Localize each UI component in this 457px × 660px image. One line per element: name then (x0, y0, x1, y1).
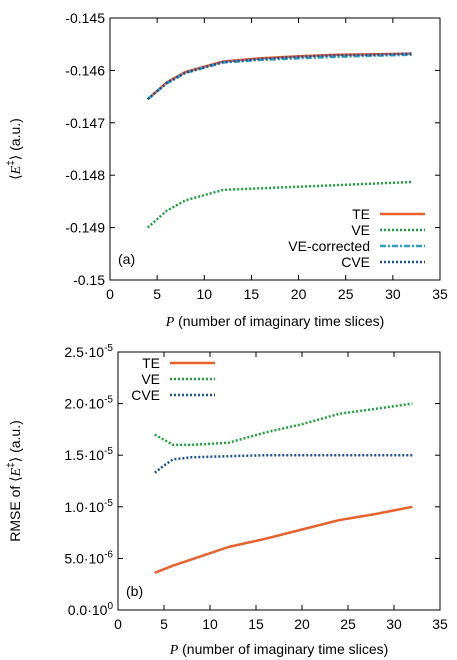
legend-label: VE (351, 222, 370, 238)
y-tick-label: 1.5·10-5 (64, 446, 113, 463)
legend-label: VE-corrected (288, 238, 370, 254)
series-line-cve (146, 52, 412, 101)
y-tick-label: 2.0·10-5 (64, 395, 113, 412)
y-axis-label: RMSE of ⟨E‡⟩ (a.u.) (6, 420, 24, 542)
y-axis-label: ⟨E‡⟩ (a.u.) (6, 118, 24, 180)
x-tick-label: 15 (244, 286, 260, 302)
panel-label: (a) (118, 251, 135, 267)
y-tick-label: 5.0·10-6 (64, 549, 113, 566)
x-tick-label: 15 (248, 616, 264, 632)
x-tick-label: 35 (432, 616, 448, 632)
y-tick-label: 0.0·100 (68, 601, 114, 618)
series-line-ve-corrected (146, 53, 412, 101)
legend-label: CVE (341, 254, 370, 270)
legend-label: TE (142, 355, 160, 371)
plot-frame (117, 351, 441, 611)
legend-label: TE (352, 206, 370, 222)
plot-frame (109, 17, 441, 281)
legend-label: VE (141, 371, 160, 387)
x-tick-label: 10 (196, 286, 212, 302)
y-tick-label: -0.147 (65, 115, 105, 131)
y-tick-label: -0.146 (65, 62, 105, 78)
x-tick-label: 20 (294, 616, 310, 632)
x-tick-label: 35 (432, 286, 448, 302)
y-tick-label: -0.148 (65, 167, 105, 183)
y-tick-label: -0.15 (73, 272, 105, 288)
x-tick-label: 25 (340, 616, 356, 632)
x-tick-label: 25 (338, 286, 354, 302)
chart-panel-a: 0 5 10 15 20 25 30 35 -0.15 -0.149 -0.148 -0.147 -0.… (6, 10, 448, 330)
y-tick-label: 2.5·10-5 (64, 343, 113, 360)
x-tick-label: 0 (114, 616, 122, 632)
x-tick-label: 20 (291, 286, 307, 302)
y-tick-label: -0.145 (65, 10, 105, 26)
y-tick-label: 1.0·10-5 (64, 498, 113, 515)
x-tick-label: 10 (202, 616, 218, 632)
series-line-te (154, 505, 413, 574)
y-tick-label: -0.149 (65, 220, 105, 236)
series-line-ve (146, 180, 412, 229)
x-tick-label: 30 (385, 286, 401, 302)
x-tick-label: 0 (106, 286, 114, 302)
legend-label: CVE (131, 387, 160, 403)
series-line-ve (154, 402, 413, 447)
chart-panel-b: 0 5 10 15 20 25 30 35 0.0·100 5.0·10-6 1.0·10-5 1.5… (6, 343, 448, 658)
x-axis-label: P (number of imaginary time slices) (169, 641, 389, 658)
x-axis-label: P (number of imaginary time slices) (165, 313, 385, 330)
x-tick-label: 5 (153, 286, 161, 302)
panel-label: (b) (126, 583, 143, 599)
series-line-te (146, 52, 412, 101)
x-tick-label: 30 (386, 616, 402, 632)
series-line-cve (154, 453, 413, 474)
x-tick-label: 5 (160, 616, 168, 632)
